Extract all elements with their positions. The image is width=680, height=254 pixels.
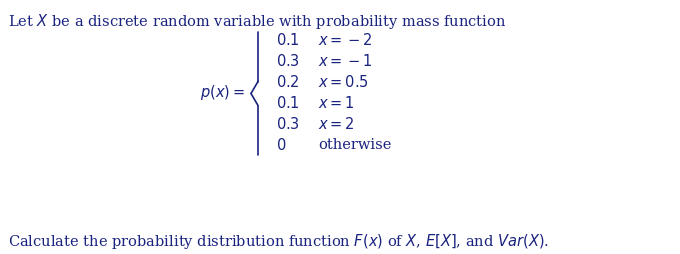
Text: $0$: $0$ <box>276 137 286 153</box>
Text: $x = 0.5$: $x = 0.5$ <box>318 74 369 90</box>
Text: $0.1$: $0.1$ <box>276 95 300 111</box>
Text: $p(x) =$: $p(x) =$ <box>200 83 245 102</box>
Text: Let $X$ be a discrete random variable with probability mass function: Let $X$ be a discrete random variable wi… <box>8 12 507 31</box>
Text: Calculate the probability distribution function $F(x)$ of $X$, $E[X]$, and $Var(: Calculate the probability distribution f… <box>8 232 549 251</box>
Text: $0.3$: $0.3$ <box>276 116 300 132</box>
Text: $x = 2$: $x = 2$ <box>318 116 355 132</box>
Text: $0.1$: $0.1$ <box>276 32 300 48</box>
Text: $x = -2$: $x = -2$ <box>318 32 373 48</box>
Text: $x = 1$: $x = 1$ <box>318 95 355 111</box>
Text: $0.3$: $0.3$ <box>276 53 300 69</box>
Text: $0.2$: $0.2$ <box>276 74 299 90</box>
Text: otherwise: otherwise <box>318 138 392 152</box>
Text: $x = -1$: $x = -1$ <box>318 53 373 69</box>
